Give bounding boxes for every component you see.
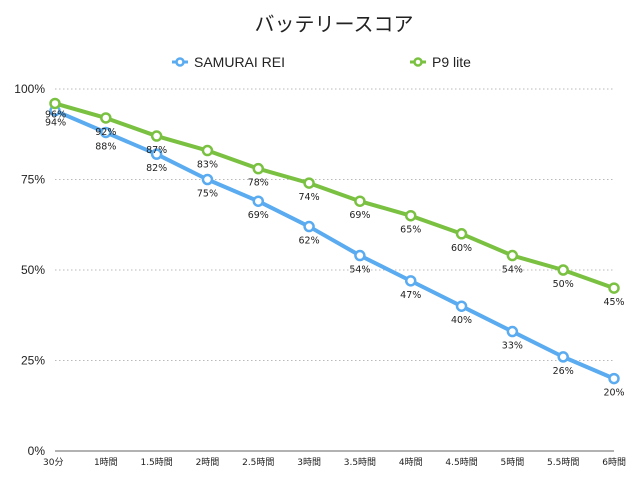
series-line xyxy=(54,101,615,290)
gridlines xyxy=(55,88,614,452)
data-label: 40% xyxy=(451,315,472,326)
data-point xyxy=(506,249,519,262)
data-label: 62% xyxy=(299,236,320,247)
data-point xyxy=(201,144,214,157)
chart-title: バッテリースコア xyxy=(255,12,414,36)
data-label: 96% xyxy=(45,109,66,120)
series-group xyxy=(49,97,620,385)
data-label: 47% xyxy=(400,290,421,301)
x-tick-label: 3.5時間 xyxy=(344,457,376,468)
x-tick-label: 3時間 xyxy=(297,457,321,468)
y-tick-label: 0% xyxy=(28,444,46,458)
data-point xyxy=(557,264,569,276)
data-label: 82% xyxy=(146,163,167,174)
y-tick-label: 25% xyxy=(21,354,45,368)
x-axis: 30分 1時間 1.5時間 2時間 2.5時間 3時間 3.5時間 4時間 4.5時間 5時間 5.… xyxy=(43,457,626,468)
data-point xyxy=(150,148,163,160)
data-label: 88% xyxy=(95,141,116,152)
data-point xyxy=(252,195,265,207)
data-point xyxy=(150,130,163,142)
data-point xyxy=(303,177,315,189)
x-tick-label: 2.5時間 xyxy=(242,457,274,468)
legend-label: SAMURAI REI xyxy=(194,54,285,70)
legend-item: P9 lite xyxy=(410,54,471,70)
data-point xyxy=(303,220,315,233)
x-tick-label: 1.5時間 xyxy=(140,457,172,468)
data-point xyxy=(354,195,366,207)
data-label: 54% xyxy=(502,265,523,276)
data-point xyxy=(608,372,620,385)
data-label: 33% xyxy=(502,341,523,352)
data-point xyxy=(404,275,417,287)
data-point xyxy=(404,209,417,222)
data-label: 69% xyxy=(349,210,370,221)
data-label: 69% xyxy=(248,210,269,221)
x-tick-label: 2時間 xyxy=(196,457,220,468)
data-point xyxy=(201,173,214,186)
data-point xyxy=(608,282,620,294)
legend: SAMURAI REI P9 lite xyxy=(172,54,471,70)
data-point xyxy=(252,162,265,175)
data-point xyxy=(49,97,61,110)
y-tick-label: 75% xyxy=(21,173,45,187)
x-tick-label: 5.5時間 xyxy=(547,457,579,468)
data-label: 65% xyxy=(400,225,421,236)
y-tick-label: 100% xyxy=(14,82,45,96)
x-tick-label: 4時間 xyxy=(399,457,423,468)
data-label: 60% xyxy=(451,243,472,254)
x-tick-label: 30分 xyxy=(43,457,63,468)
data-label: 78% xyxy=(248,178,269,189)
data-label: 94% xyxy=(45,118,66,129)
legend-swatch-marker xyxy=(175,57,185,67)
data-label: 83% xyxy=(197,160,218,171)
data-labels: 94% 88% 82% 75% 69% 62% 54% 47% 40% 33% 26% 20% 96% 9… xyxy=(45,109,625,398)
legend-swatch-marker xyxy=(413,57,423,67)
series-line xyxy=(54,108,615,381)
data-label: 74% xyxy=(299,192,320,203)
data-label: 50% xyxy=(553,279,574,290)
data-label: 75% xyxy=(197,189,218,200)
data-label: 87% xyxy=(146,145,167,156)
y-tick-label: 50% xyxy=(21,263,45,277)
legend-label: P9 lite xyxy=(432,54,471,70)
x-tick-label: 4.5時間 xyxy=(445,457,477,468)
data-label: 20% xyxy=(603,388,624,399)
data-point xyxy=(455,300,468,312)
data-label: 45% xyxy=(603,297,624,308)
data-point xyxy=(455,228,468,240)
data-point xyxy=(354,249,366,262)
x-tick-label: 6時間 xyxy=(602,457,626,468)
data-point xyxy=(100,112,112,124)
data-label: 26% xyxy=(553,366,574,377)
legend-item: SAMURAI REI xyxy=(172,54,285,70)
x-tick-label: 1時間 xyxy=(94,457,118,468)
data-label: 54% xyxy=(349,265,370,276)
y-axis: 0% 25% 50% 75% 100% xyxy=(14,82,45,458)
x-tick-label: 5時間 xyxy=(500,457,524,468)
data-point xyxy=(506,325,519,338)
data-label: 92% xyxy=(95,127,116,138)
data-point xyxy=(557,351,569,363)
data-point xyxy=(100,126,112,139)
